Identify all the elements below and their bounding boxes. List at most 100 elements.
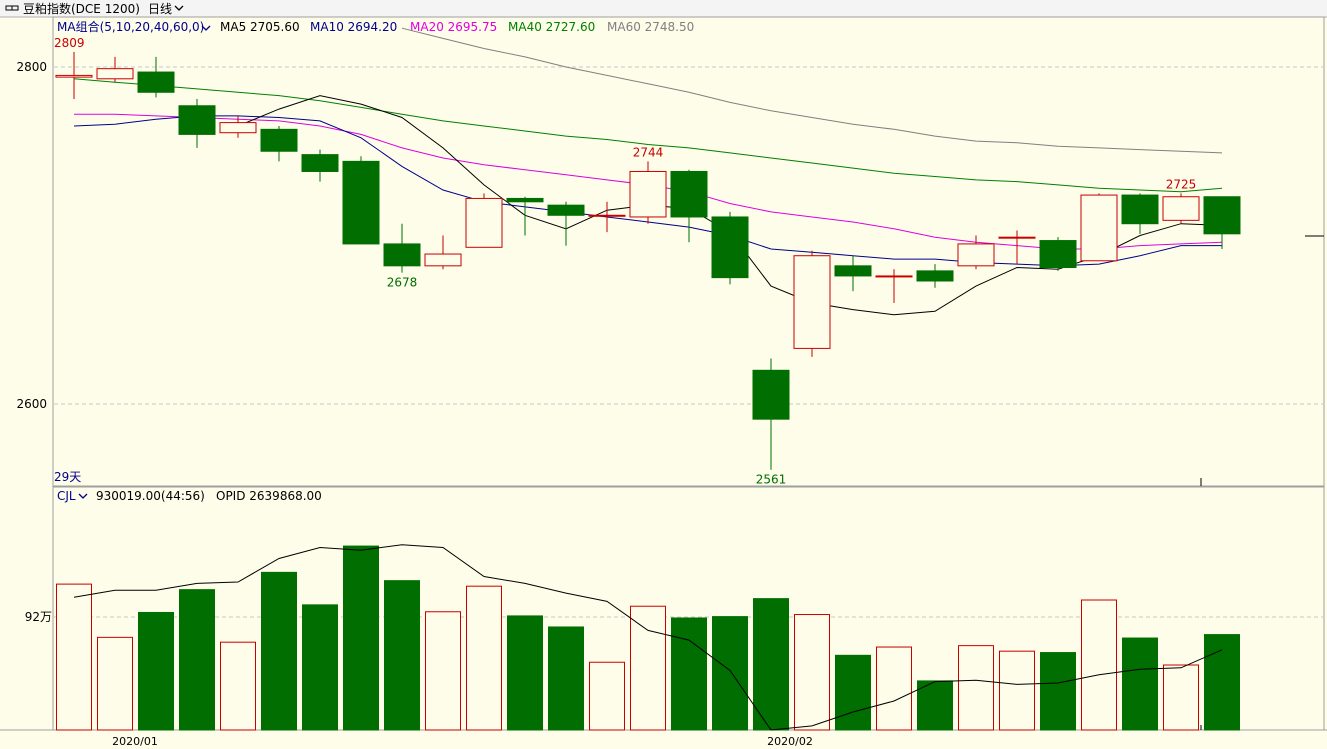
candle[interactable] [506,196,544,236]
candle[interactable] [55,51,93,100]
volume-bar[interactable] [548,626,584,731]
price-tick-2600: 2600 [16,397,47,411]
price-extreme-label: 2561 [756,473,787,487]
link-icon [5,5,19,11]
volume-bar[interactable] [835,654,871,731]
candles[interactable] [55,51,1241,470]
candle-body [998,236,1036,239]
candle[interactable] [670,169,708,243]
candle-body [916,270,954,282]
volume-bar[interactable] [138,611,174,731]
candle-body [588,214,626,217]
volume-bar[interactable] [1204,634,1240,731]
volume-bar[interactable] [56,583,92,731]
price-extreme-label: 2744 [633,145,664,159]
ma5-legend: MA5 2705.60 [220,20,300,34]
ma20-legend: MA20 2695.75 [410,20,497,34]
candle-body [178,105,216,135]
volume-bar[interactable] [507,615,543,731]
volume-bar[interactable] [343,545,379,731]
volume-bar[interactable] [876,646,912,731]
candle[interactable] [383,223,421,273]
candle[interactable] [875,269,913,303]
volume-bar[interactable] [753,598,789,731]
volume-bar[interactable] [261,571,297,731]
candle[interactable] [957,235,995,270]
candle[interactable] [260,125,298,162]
volume-bar[interactable] [302,604,338,731]
candle-body [465,197,503,248]
candle[interactable] [629,161,667,224]
volume-bar[interactable] [466,585,502,731]
candle[interactable] [916,264,954,288]
candle[interactable] [834,255,872,292]
volume-bar[interactable] [917,680,953,731]
candle-body [752,369,790,420]
candle-body [1080,194,1118,262]
volume-bar[interactable] [1081,599,1117,731]
candle[interactable] [793,250,831,357]
volume-bar[interactable] [712,616,748,731]
volume-bar[interactable] [999,650,1035,731]
candle[interactable] [1121,193,1159,234]
ma60-line [401,27,1223,154]
candle-body [55,74,93,78]
candle[interactable] [424,235,462,270]
volume-tick: 92万 [25,610,52,624]
candle[interactable] [998,230,1036,265]
price-tick-2800: 2800 [16,60,47,74]
candle[interactable] [711,211,749,285]
volume-bar[interactable] [958,645,994,731]
ma-group-selector[interactable]: MA组合(5,10,20,40,60,0) [57,19,204,34]
candle[interactable] [752,358,790,470]
volume-bars[interactable] [56,545,1240,731]
candle-body [547,204,585,216]
volume-bar[interactable] [630,605,666,731]
candle[interactable] [1039,237,1077,271]
volume-bar[interactable] [794,614,830,731]
candle-body [793,255,831,349]
volume-bar[interactable] [384,580,420,731]
candle[interactable] [1203,196,1241,249]
volume-bar[interactable] [1163,664,1199,731]
candle[interactable] [137,56,175,98]
cjl-selector[interactable]: CJL [57,489,76,503]
candle[interactable] [301,149,339,182]
date-tick-jan: 2020/01 [112,735,158,748]
opid-value: OPID 2639868.00 [216,489,322,503]
ma40-legend: MA40 2727.60 [508,20,595,34]
candle-body [260,128,298,152]
instrument-selector[interactable]: 豆粕指数(DCE 1200) [5,1,140,16]
candle[interactable] [1080,193,1118,262]
volume-bar[interactable] [97,636,133,731]
period-selector[interactable]: 日线 [148,2,184,16]
volume-bar[interactable] [589,661,625,731]
candle[interactable] [219,115,257,138]
candle-body [1121,194,1159,225]
volume-bar[interactable] [671,617,707,731]
candle[interactable] [342,156,380,245]
candle[interactable] [1162,193,1200,224]
candle[interactable] [547,201,585,246]
candle-body [711,216,749,279]
volume-bar[interactable] [179,589,215,731]
chevron-down-icon[interactable] [201,25,211,31]
candle-body [834,265,872,277]
chevron-down-icon[interactable] [78,493,88,499]
candle[interactable] [465,193,503,248]
crosshair-marks [1200,235,1324,730]
candle-body [137,71,175,93]
volume-bar[interactable] [1122,637,1158,731]
candle-body [96,68,134,80]
chevron-down-icon [174,5,184,11]
candle-body [219,122,257,134]
candle-body [383,243,421,267]
candle[interactable] [178,99,216,148]
candle-body [424,253,462,267]
volume-bar[interactable] [1040,652,1076,731]
volume-bar[interactable] [220,641,256,731]
volume-bar[interactable] [425,611,461,731]
candle[interactable] [96,56,134,83]
candle[interactable] [588,201,626,233]
